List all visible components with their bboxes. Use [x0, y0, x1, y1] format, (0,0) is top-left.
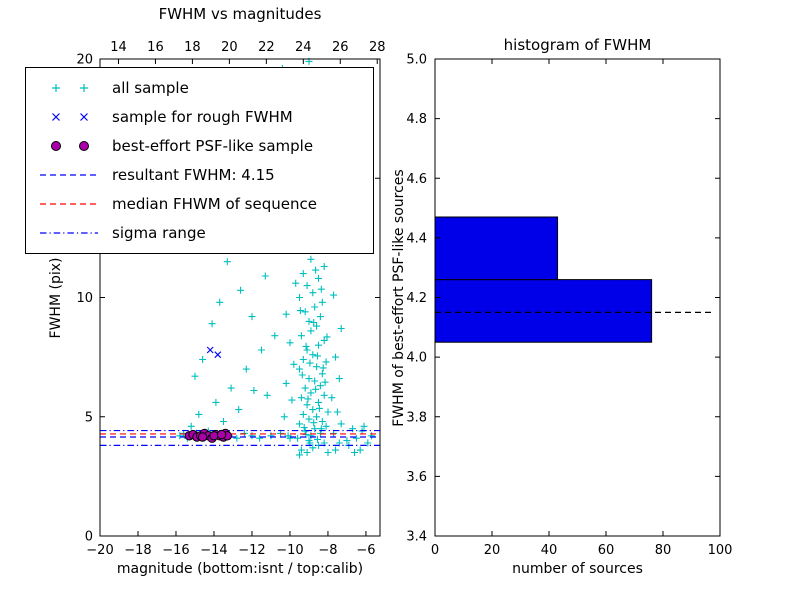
- x-top-tick-label: 20: [221, 40, 238, 55]
- right-plot-title: histogram of FWHM: [503, 36, 652, 54]
- series-sample-for-rough-fwhm: [206, 346, 222, 359]
- x-tick-label: 40: [541, 543, 558, 558]
- x-tick-label: −10: [276, 543, 303, 558]
- x-tick-label: −8: [318, 543, 337, 558]
- y-tick-label: 5.0: [406, 53, 427, 68]
- y-tick-label: 0: [85, 530, 93, 545]
- legend-marker-dashed: [40, 202, 98, 205]
- x-top-tick-label: 18: [184, 40, 201, 55]
- y-tick-label: 3.8: [406, 410, 427, 425]
- legend-marker-dashed: [40, 173, 98, 176]
- left-plot-title: FWHM vs magnitudes: [158, 5, 322, 23]
- hist-bar: [434, 216, 559, 281]
- x-top-tick-label: 26: [332, 40, 349, 55]
- legend-item-sample-for-rough-fwhm: sample for rough FWHM: [36, 102, 373, 131]
- legend-label: resultant FWHM: 4.15: [112, 165, 275, 184]
- y-tick-label: 3.4: [406, 530, 427, 545]
- x-tick-label: −16: [162, 543, 189, 558]
- x-tick-label: −18: [124, 543, 151, 558]
- x-tick-label: 20: [484, 543, 501, 558]
- legend-marker-x2: [52, 112, 88, 121]
- series-best-effort-psf-like-sample: [184, 428, 233, 443]
- y-tick-label: 4.0: [406, 351, 427, 366]
- legend: all sample sample for rough FWHM best-effo…: [25, 67, 374, 254]
- legend-label: all sample: [112, 78, 189, 97]
- y-tick-label: 4.2: [406, 291, 427, 306]
- legend-label: median FHWM of sequence: [112, 194, 317, 213]
- y-tick-label: 3.6: [406, 470, 427, 485]
- right-plot-ylabel: FWHM of best-effort PSF-like sources: [391, 169, 407, 427]
- left-plot-xlabel: magnitude (bottom:isnt / top:calib): [116, 561, 364, 577]
- x-top-tick-label: 16: [147, 40, 164, 55]
- y-tick-label: 5: [85, 410, 93, 425]
- legend-marker-circle2: [51, 140, 89, 151]
- x-top-tick-label: 24: [295, 40, 312, 55]
- y-tick-label: 4.6: [406, 172, 427, 187]
- x-top-tick-label: 22: [258, 40, 275, 55]
- legend-label: sigma range: [112, 223, 206, 242]
- x-tick-label: −12: [238, 543, 265, 558]
- x-tick-label: 0: [431, 543, 439, 558]
- x-top-tick-label: 14: [110, 40, 127, 55]
- legend-marker-plus2: [52, 83, 88, 92]
- x-tick-label: −14: [200, 543, 227, 558]
- legend-marker-dashdot: [40, 231, 98, 234]
- x-top-tick-label: 28: [369, 40, 386, 55]
- y-tick-label: 20: [76, 53, 93, 68]
- x-tick-label: −6: [356, 543, 375, 558]
- x-tick-label: 100: [708, 543, 733, 558]
- y-tick-label: 10: [76, 291, 93, 306]
- legend-label: sample for rough FWHM: [112, 107, 293, 126]
- x-tick-label: 80: [655, 543, 672, 558]
- legend-item-sigma-range: sigma range: [36, 218, 373, 247]
- legend-item-median-fhwm-of-sequence: median FHWM of sequence: [36, 189, 373, 218]
- legend-item-all-sample: all sample: [36, 73, 373, 102]
- legend-item-resultant-fwhm-4-15: resultant FWHM: 4.15: [36, 160, 373, 189]
- hist-bar: [434, 279, 653, 343]
- y-tick-label: 4.8: [406, 112, 427, 127]
- right-plot-xlabel: number of sources: [512, 561, 643, 577]
- y-tick-label: 4.4: [406, 231, 427, 246]
- legend-item-best-effort-psf-like-sample: best-effort PSF-like sample: [36, 131, 373, 160]
- x-tick-label: 60: [598, 543, 615, 558]
- x-tick-label: −20: [86, 543, 113, 558]
- legend-label: best-effort PSF-like sample: [112, 136, 314, 155]
